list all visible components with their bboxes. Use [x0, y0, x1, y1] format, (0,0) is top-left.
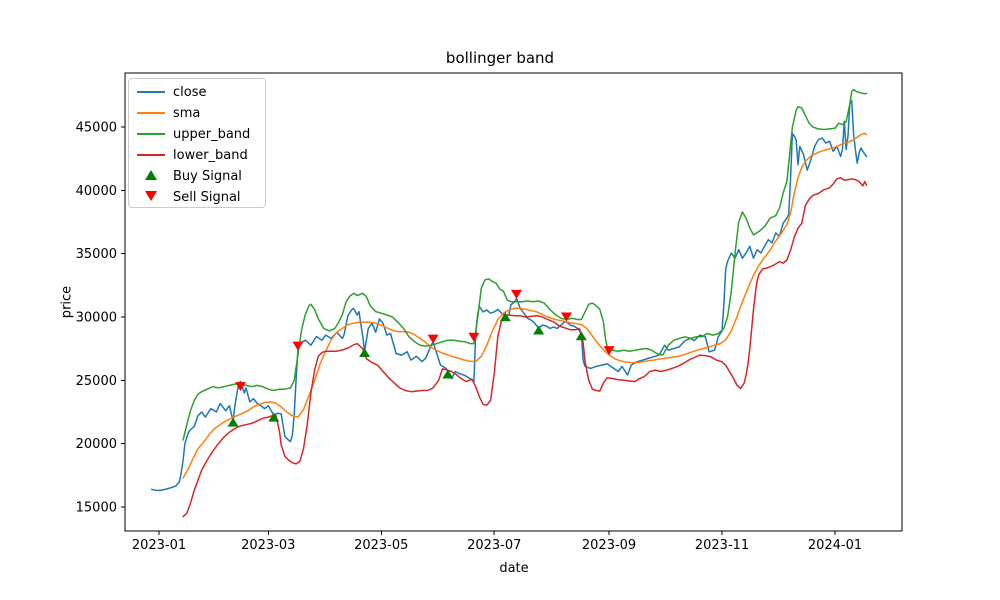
- buy-signal-marker: [227, 417, 239, 427]
- buy-signal-marker: [442, 369, 454, 379]
- sell-signal-markers: [234, 289, 615, 392]
- legend-label: Buy Signal: [173, 169, 242, 184]
- upper_band-line: [182, 88, 868, 441]
- legend-line-sample: [137, 154, 165, 156]
- sell-signal-marker: [468, 332, 480, 342]
- legend-item-buy-signal: Buy Signal: [129, 165, 265, 186]
- legend-label: close: [173, 85, 207, 100]
- legend-item-upper_band: upper_band: [129, 123, 265, 144]
- x-tick-label: 2023-11: [695, 538, 749, 553]
- legend-label: upper_band: [173, 127, 251, 142]
- sma-line: [182, 132, 868, 479]
- y-tick-label: 30000: [76, 310, 117, 325]
- buy-signal-marker: [268, 412, 280, 422]
- legend-label: Sell Signal: [173, 190, 241, 205]
- lower_band-line: [182, 176, 868, 518]
- legend-label: lower_band: [173, 148, 248, 163]
- chart-title: bollinger band: [445, 49, 555, 67]
- y-tick-label: 40000: [76, 184, 117, 199]
- y-tick-label: 45000: [76, 121, 117, 136]
- legend-line-sample: [137, 112, 165, 114]
- sell-triangle-icon: [145, 191, 157, 201]
- x-axis-label: date: [499, 561, 529, 576]
- x-tick-label: 2023-07: [467, 538, 521, 553]
- buy-signal-marker: [533, 325, 545, 335]
- x-axis: 2023-01 2023-03 2023-05 2023-07 2023-09 2023-…: [132, 531, 862, 553]
- legend-item-sell-signal: Sell Signal: [129, 186, 265, 207]
- y-tick-label: 25000: [76, 374, 117, 389]
- sell-signal-marker: [292, 341, 304, 351]
- legend-item-close: close: [129, 81, 265, 102]
- buy-signal-markers: [227, 312, 587, 427]
- buy-signal-marker: [499, 312, 511, 322]
- x-tick-label: 2024-01: [808, 538, 862, 553]
- y-axis: 15000 20000 25000 30000 35000 40000 45000: [76, 121, 125, 515]
- x-tick-label: 2023-01: [132, 538, 186, 553]
- sell-signal-marker: [234, 382, 246, 392]
- x-tick-label: 2023-09: [582, 538, 636, 553]
- sell-signal-marker: [427, 334, 439, 344]
- y-tick-label: 35000: [76, 247, 117, 262]
- x-tick-label: 2023-05: [354, 538, 408, 553]
- legend-item-sma: sma: [129, 102, 265, 123]
- buy-signal-marker: [575, 331, 587, 341]
- x-tick-label: 2023-03: [241, 538, 295, 553]
- y-tick-label: 20000: [76, 437, 117, 452]
- y-tick-label: 15000: [76, 500, 117, 515]
- legend-line-sample: [137, 91, 165, 93]
- sell-signal-marker: [603, 346, 615, 356]
- buy-triangle-icon: [145, 170, 157, 180]
- legend-item-lower_band: lower_band: [129, 144, 265, 165]
- sell-signal-marker: [510, 289, 522, 299]
- sell-signal-marker: [560, 312, 572, 322]
- plot-frame: [124, 72, 903, 532]
- legend-line-sample: [137, 133, 165, 135]
- legend-label: sma: [173, 106, 201, 121]
- buy-signal-marker: [359, 347, 371, 357]
- legend: close sma upper_band lower_band Buy Signal Se…: [128, 78, 266, 208]
- y-axis-label: price: [59, 285, 75, 319]
